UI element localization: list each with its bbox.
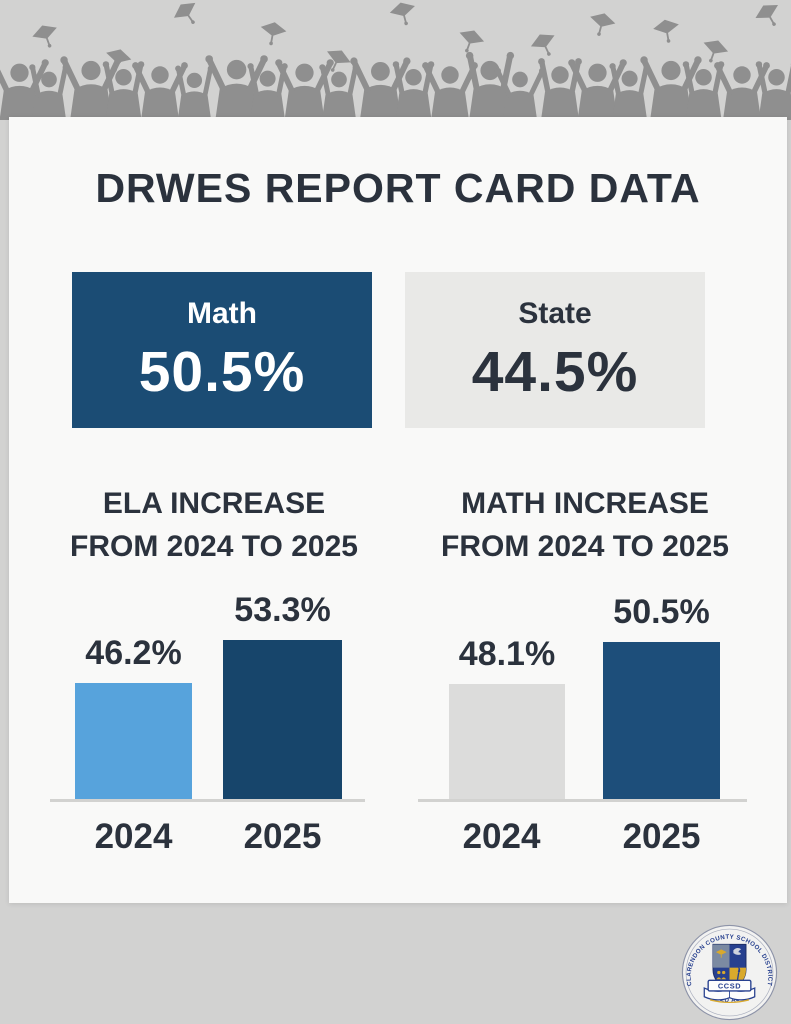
ela-chart-title-line2: FROM 2024 TO 2025 [70,529,358,563]
ela-2024-value-label: 46.2% [85,634,182,672]
graduates-crowd-illustration [0,0,791,120]
math-2025-axis-label: 2025 [622,817,701,856]
page-title: DRWES REPORT CARD DATA [95,165,701,211]
seal-eagle-icon [733,947,742,955]
math-chart-title: MATH INCREASE FROM 2024 TO 2025 [395,483,775,568]
math-chart-title-line2: FROM 2024 TO 2025 [441,529,729,563]
report-card-panel: DRWES REPORT CARD DATA Math 50.5% State … [9,117,787,903]
math-2024-value-label: 48.1% [458,635,556,673]
seal-grad-cap-icon [715,949,727,955]
seal-book-gold-accent [710,999,749,1004]
state-score-value: 44.5% [471,340,639,404]
math-x-axis-labels: 2024 2025 [418,817,747,861]
math-2024-bar [449,684,565,799]
math-bar-chart: 48.1% 50.5% [418,593,747,802]
district-seal-logo: CLARENDON COUNTY SCHOOL DISTRICT UNIFIED… [681,924,778,1021]
math-score-box: Math 50.5% [72,272,372,428]
math-score-value: 50.5% [138,340,306,404]
seal-banner: CCSD [707,979,752,992]
state-score-box: State 44.5% [405,272,705,428]
ela-x-axis-labels: 2024 2025 [50,817,365,861]
seal-torch-icon [737,966,741,973]
ela-chart-title: ELA INCREASE FROM 2024 TO 2025 [24,483,404,568]
math-chart-title-line1: MATH INCREASE [461,487,709,520]
ela-2024-bar [75,683,192,799]
state-score-label: State [518,297,592,330]
ela-2025-axis-label: 2025 [243,817,322,856]
math-2024-axis-label: 2024 [462,817,541,856]
ela-2025-bar [223,640,342,799]
seal-figures-icon [716,977,727,980]
math-2025-bar [603,642,720,799]
seal-inner-ring-line [685,928,774,1017]
ela-2024-axis-label: 2024 [94,817,173,856]
ela-bar-chart: 46.2% 53.3% [50,591,365,802]
math-2025-value-label: 50.5% [613,593,710,631]
seal-banner-text: CCSD [718,981,741,990]
math-score-label: Math [187,297,257,330]
ela-chart-title-line1: ELA INCREASE [102,487,326,520]
ela-2025-value-label: 53.3% [234,591,331,629]
